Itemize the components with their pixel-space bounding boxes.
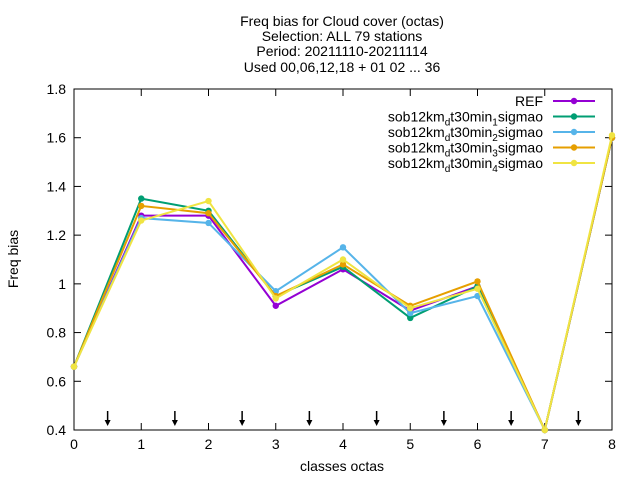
y-tick-label: 1.8 — [47, 81, 67, 97]
data-point — [272, 295, 279, 302]
y-axis-ticks: 0.4 0.6 0.8 1 1.2 1.4 1.6 1.8 — [47, 81, 612, 438]
data-point — [407, 314, 414, 322]
legend: REFsob12kmdt30min1sigmaosob12kmdt30min2s… — [388, 93, 595, 175]
series-line-4 — [73, 137, 613, 434]
data-point — [407, 305, 414, 312]
x-tick-label: 7 — [541, 436, 549, 452]
legend-label: sob12kmdt30min3sigmao — [388, 140, 543, 160]
arrow-marker-head — [575, 420, 582, 426]
x-tick-label: 6 — [474, 436, 482, 452]
legend-marker — [570, 113, 578, 120]
series-line-1 — [73, 137, 613, 434]
data-point — [138, 202, 145, 210]
data-point — [339, 244, 347, 251]
chart-title: Freq bias for Cloud cover (octas) Select… — [240, 13, 444, 75]
title-line-2: Selection: ALL 79 stations — [262, 28, 423, 44]
data-point — [205, 197, 212, 205]
x-tick-label: 2 — [205, 436, 213, 452]
data-point — [474, 292, 481, 300]
y-axis-label: Freq bias — [5, 230, 21, 288]
x-tick-label: 8 — [608, 436, 616, 452]
data-point — [205, 210, 212, 217]
data-point — [474, 278, 481, 285]
series-lines — [70, 132, 616, 434]
x-tick-label: 4 — [339, 436, 347, 452]
arrow-marker-head — [239, 420, 246, 426]
series-line-3 — [73, 137, 613, 433]
x-tick-label: 3 — [272, 436, 280, 452]
x-axis-ticks: 0 1 2 3 4 5 6 7 8 — [70, 89, 616, 452]
data-point — [138, 217, 145, 224]
arrow-marker-head — [440, 420, 447, 426]
arrow-marker-head — [373, 420, 380, 426]
arrow-marker-head — [508, 420, 515, 426]
x-tick-label: 1 — [137, 436, 145, 452]
y-tick-label: 0.8 — [47, 325, 67, 341]
arrow-marker-head — [104, 420, 111, 426]
legend-marker — [570, 128, 578, 136]
y-tick-label: 1 — [58, 276, 66, 292]
legend-label: sob12kmdt30min4sigmao — [388, 155, 543, 175]
data-point — [70, 363, 78, 370]
legend-label: sob12kmdt30min2sigmao — [388, 124, 543, 144]
data-point — [541, 426, 548, 434]
x-axis-label: classes octas — [300, 458, 384, 474]
x-tick-label: 0 — [70, 436, 78, 452]
data-point — [407, 309, 414, 317]
title-line-4: Used 00,06,12,18 + 01 02 ... 36 — [244, 59, 441, 75]
x-tick-label: 5 — [406, 436, 414, 452]
y-tick-label: 0.6 — [47, 373, 67, 389]
legend-label: REF — [515, 93, 543, 109]
data-point — [339, 256, 347, 263]
series-line-2 — [73, 137, 613, 434]
title-line-3: Period: 20211110-20211114 — [256, 43, 427, 59]
y-tick-label: 0.4 — [47, 422, 67, 438]
series-line-5 — [73, 135, 613, 434]
legend-marker — [570, 97, 578, 105]
arrow-marker-head — [306, 420, 313, 426]
data-point — [272, 302, 279, 309]
arrow-markers — [104, 411, 582, 426]
legend-marker — [570, 144, 578, 151]
y-tick-label: 1.4 — [47, 178, 67, 194]
data-point — [205, 219, 212, 227]
y-tick-label: 1.6 — [47, 130, 67, 146]
title-line-1: Freq bias for Cloud cover (octas) — [240, 13, 444, 29]
data-point — [608, 132, 616, 139]
y-tick-label: 1.2 — [47, 227, 67, 243]
data-point — [474, 285, 481, 292]
legend-marker — [570, 159, 578, 167]
legend-label: sob12kmdt30min1sigmao — [388, 109, 543, 129]
arrow-marker-head — [171, 420, 178, 426]
data-point — [138, 195, 145, 202]
data-point — [339, 261, 347, 268]
